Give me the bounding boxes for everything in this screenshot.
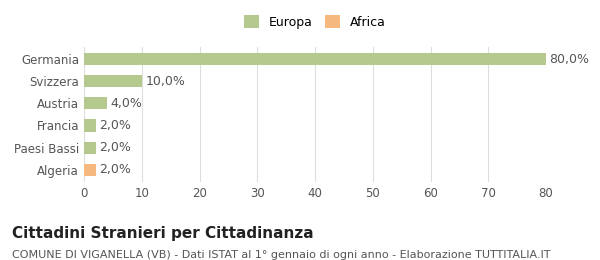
Bar: [84, 97, 107, 109]
Bar: [84, 119, 95, 132]
Text: 2,0%: 2,0%: [99, 119, 131, 132]
Text: 2,0%: 2,0%: [99, 141, 131, 154]
Text: 4,0%: 4,0%: [110, 97, 142, 110]
Legend: Europa, Africa: Europa, Africa: [244, 15, 386, 29]
Bar: [84, 75, 142, 87]
Text: 80,0%: 80,0%: [550, 53, 589, 66]
Text: 2,0%: 2,0%: [99, 163, 131, 176]
Text: Cittadini Stranieri per Cittadinanza: Cittadini Stranieri per Cittadinanza: [12, 226, 314, 241]
Bar: [84, 141, 95, 154]
Text: COMUNE DI VIGANELLA (VB) - Dati ISTAT al 1° gennaio di ogni anno - Elaborazione : COMUNE DI VIGANELLA (VB) - Dati ISTAT al…: [12, 250, 551, 259]
Bar: [84, 164, 95, 176]
Bar: [84, 53, 546, 65]
Text: 10,0%: 10,0%: [145, 75, 185, 88]
